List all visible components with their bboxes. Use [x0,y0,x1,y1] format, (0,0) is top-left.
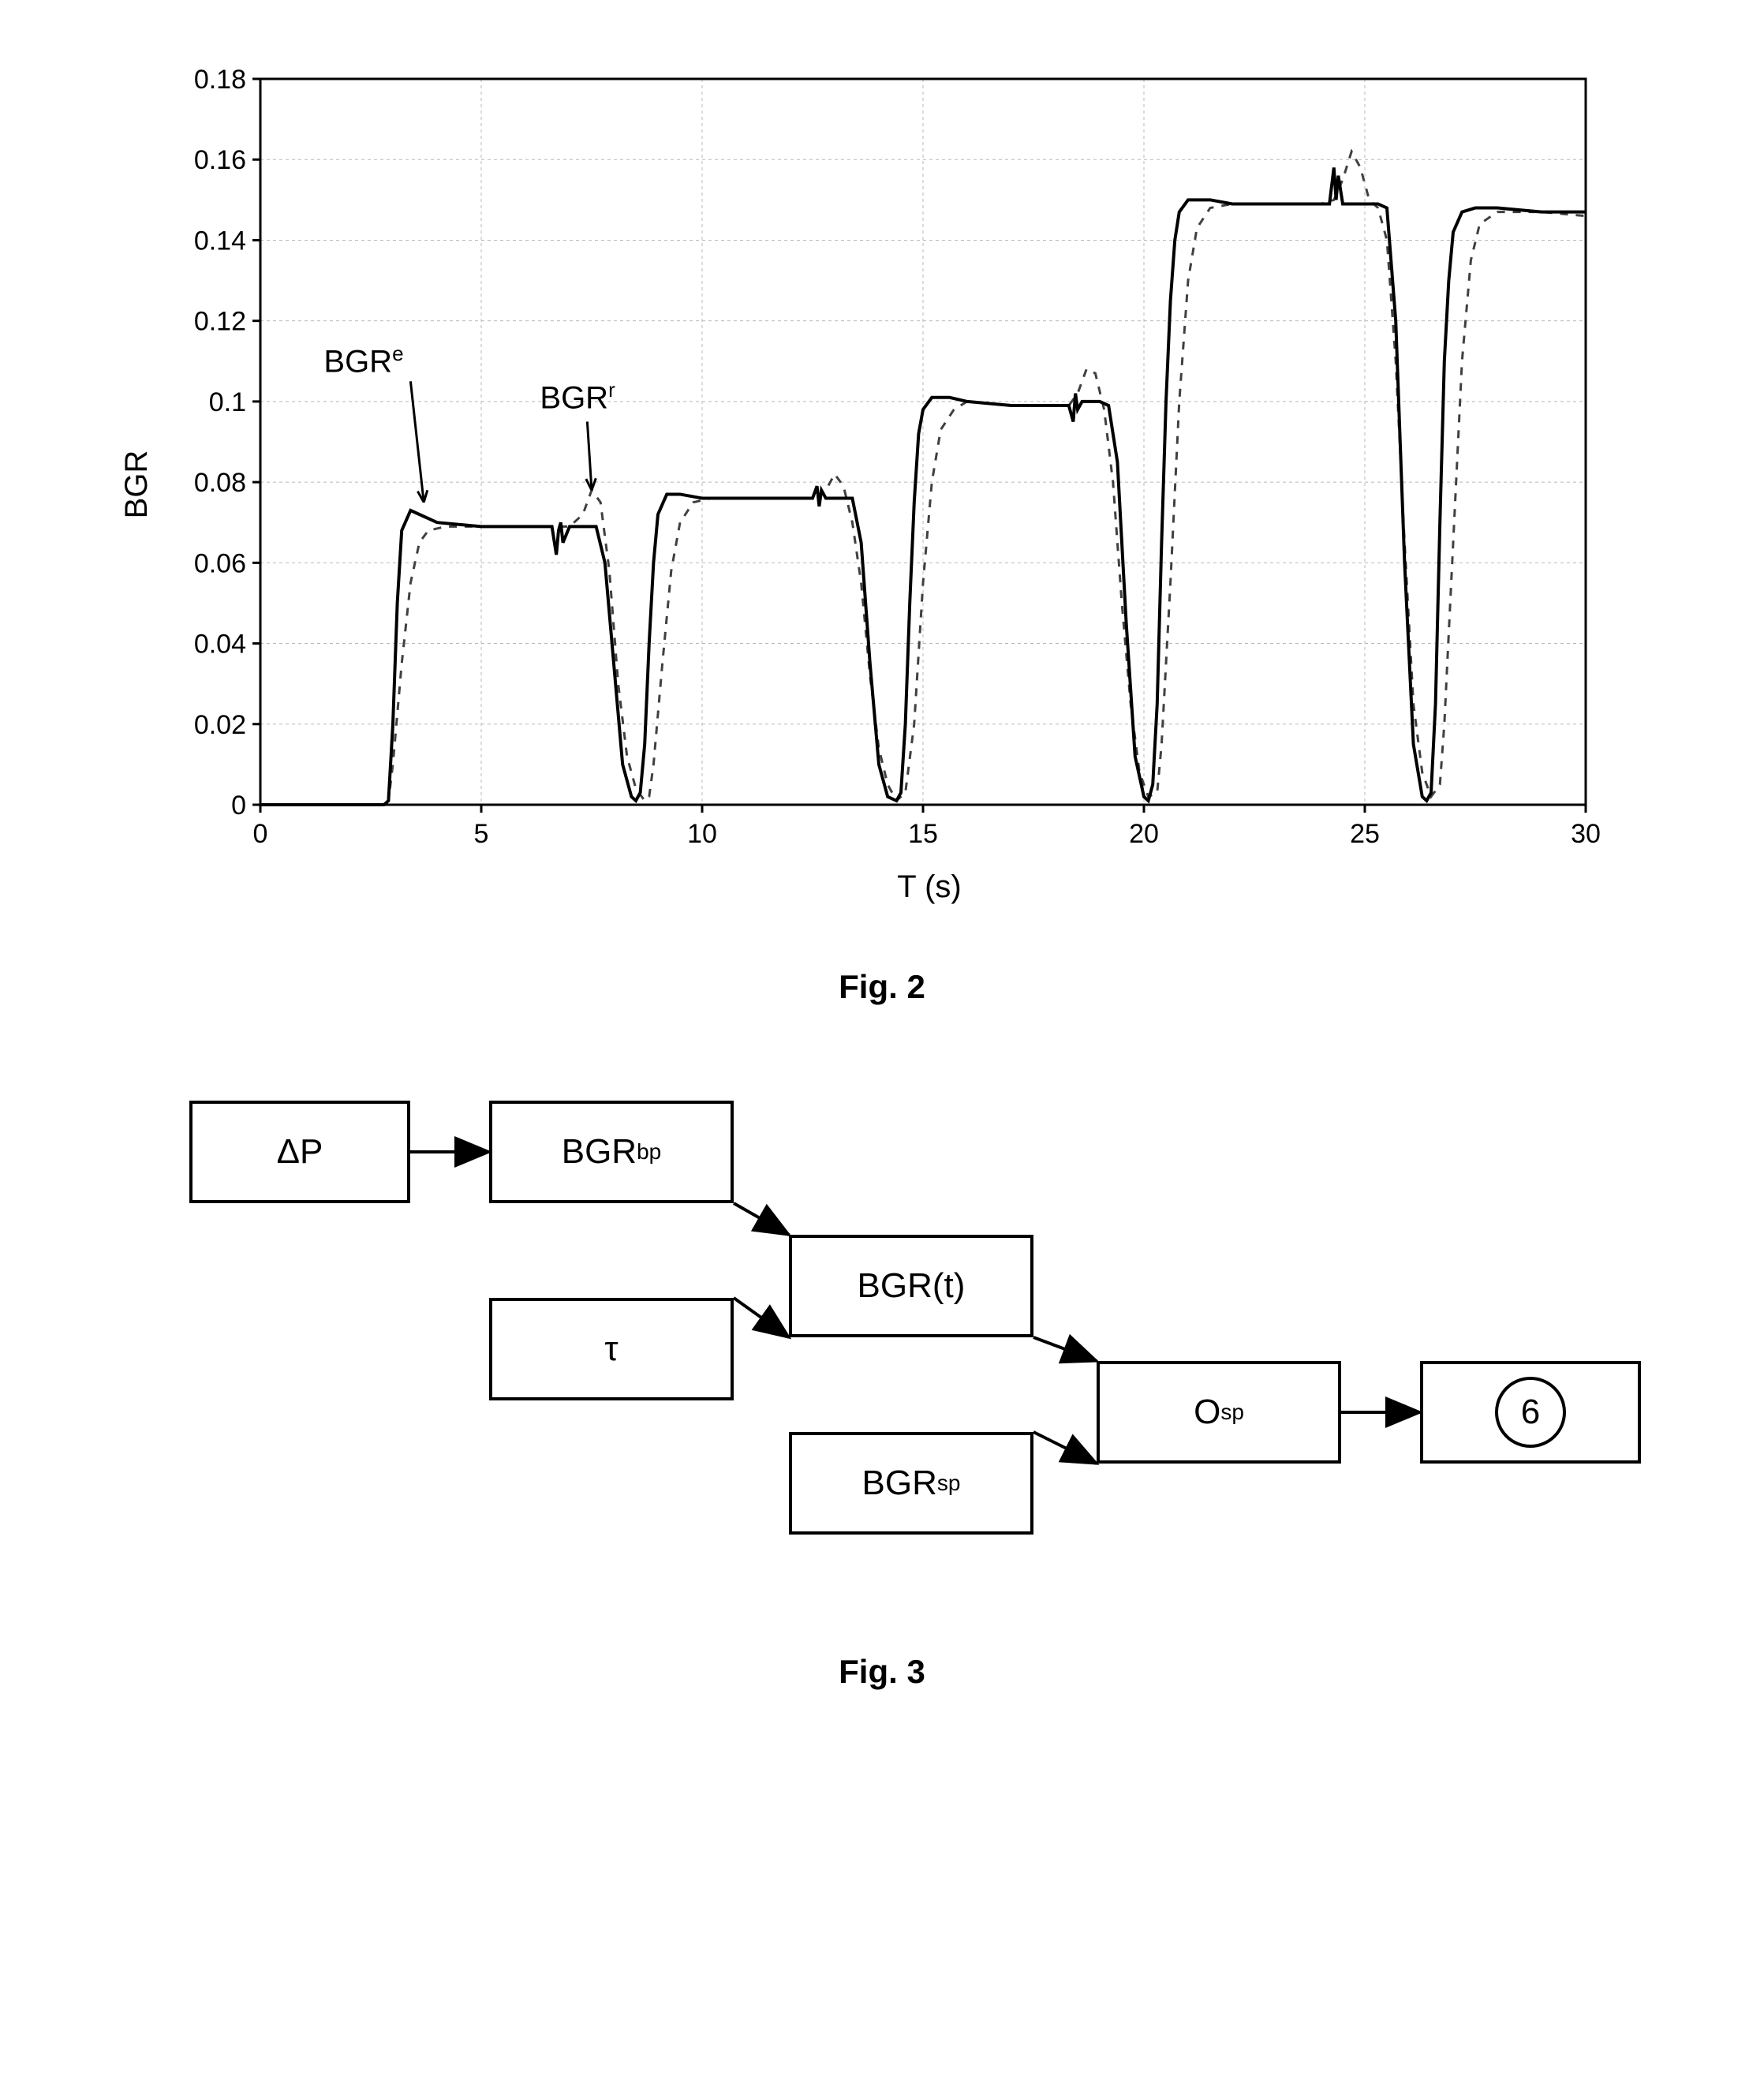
figure-2: BGR 0 5 10 15 20 25 30 0 0.02 0.04 0.06 0.08 0.1 0.12… [79,63,1685,1006]
svg-text:10: 10 [687,819,717,849]
diagram-node-BGRt: BGR(t) [789,1235,1033,1337]
svg-text:0: 0 [231,791,246,821]
svg-text:15: 15 [908,819,938,849]
diagram-node-dP: ΔP [189,1101,410,1203]
svg-text:30: 30 [1571,819,1601,849]
svg-text:0.16: 0.16 [194,145,246,175]
y-axis-label: BGR [119,450,155,518]
svg-text:0.12: 0.12 [194,307,246,337]
diagram-node-Osp: Osp [1097,1361,1341,1464]
svg-text:0.1: 0.1 [209,387,246,417]
svg-text:0.04: 0.04 [194,630,246,660]
svg-text:0.06: 0.06 [194,548,246,578]
x-axis-label: T (s) [174,869,1685,905]
svg-text:25: 25 [1350,819,1380,849]
svg-text:20: 20 [1129,819,1159,849]
svg-text:5: 5 [474,819,489,849]
chart-canvas: 0 5 10 15 20 25 30 0 0.02 0.04 0.06 0.08 0.1 0.12 0.14… [174,63,1601,860]
annotation-bgr-e: BGRe [323,342,403,379]
diagram-node-six: 6 [1420,1361,1641,1464]
diagram-node-BGRsp: BGRsp [789,1432,1033,1535]
svg-text:0.02: 0.02 [194,710,246,740]
svg-text:0.18: 0.18 [194,65,246,95]
annotation-bgr-r: BGRr [540,378,615,416]
figure-3-diagram: ΔP BGRbp τ BGR(t) BGRsp Osp 6 [189,1101,1685,1590]
figure-3-caption: Fig. 3 [79,1653,1685,1691]
diagram-node-tau: τ [489,1298,734,1400]
figure-2-caption: Fig. 2 [79,968,1685,1006]
chart-area: BGR 05101520253000.020.040.060.080.10.12… [174,63,1685,905]
svg-text:0.08: 0.08 [194,468,246,498]
svg-text:0: 0 [253,819,268,849]
diagram-node-BGRbp: BGRbp [489,1101,734,1203]
svg-text:0.14: 0.14 [194,226,246,256]
